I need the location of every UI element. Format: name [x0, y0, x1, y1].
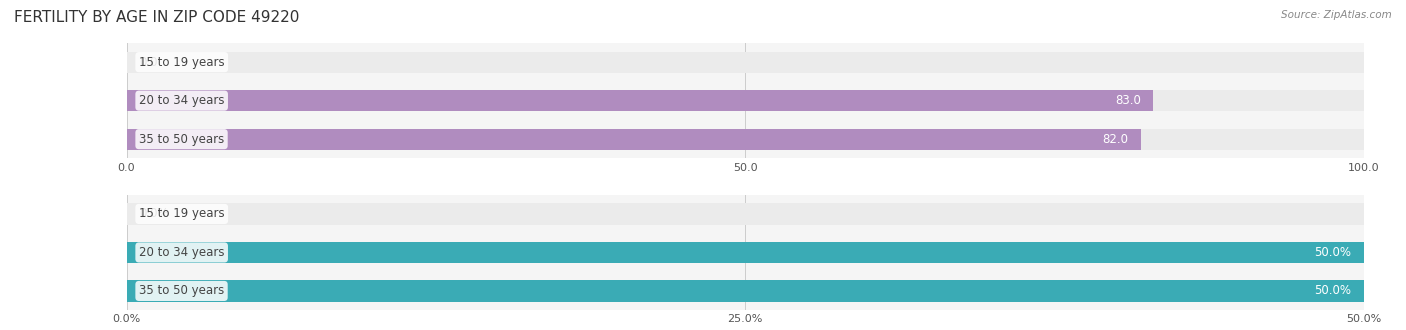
- Bar: [127, 90, 1364, 111]
- Bar: [127, 129, 1364, 150]
- Text: 83.0: 83.0: [1115, 94, 1142, 107]
- Text: 15 to 19 years: 15 to 19 years: [139, 208, 225, 220]
- Text: 50.0%: 50.0%: [1315, 246, 1351, 259]
- Text: 0.0: 0.0: [139, 56, 157, 69]
- Text: 20 to 34 years: 20 to 34 years: [139, 94, 225, 107]
- Text: FERTILITY BY AGE IN ZIP CODE 49220: FERTILITY BY AGE IN ZIP CODE 49220: [14, 10, 299, 25]
- Bar: [127, 280, 1364, 302]
- Bar: [127, 203, 1364, 224]
- Bar: [127, 280, 1364, 302]
- Text: 82.0: 82.0: [1102, 133, 1129, 146]
- Text: 0.0%: 0.0%: [139, 208, 169, 220]
- Text: 35 to 50 years: 35 to 50 years: [139, 133, 224, 146]
- Text: Source: ZipAtlas.com: Source: ZipAtlas.com: [1281, 10, 1392, 20]
- Bar: [127, 51, 1364, 73]
- Bar: [127, 242, 1364, 263]
- Text: 20 to 34 years: 20 to 34 years: [139, 246, 225, 259]
- Bar: [127, 90, 1153, 111]
- Text: 15 to 19 years: 15 to 19 years: [139, 56, 225, 69]
- Bar: [127, 242, 1364, 263]
- Text: 50.0%: 50.0%: [1315, 284, 1351, 297]
- Text: 35 to 50 years: 35 to 50 years: [139, 284, 224, 297]
- Bar: [127, 129, 1142, 150]
